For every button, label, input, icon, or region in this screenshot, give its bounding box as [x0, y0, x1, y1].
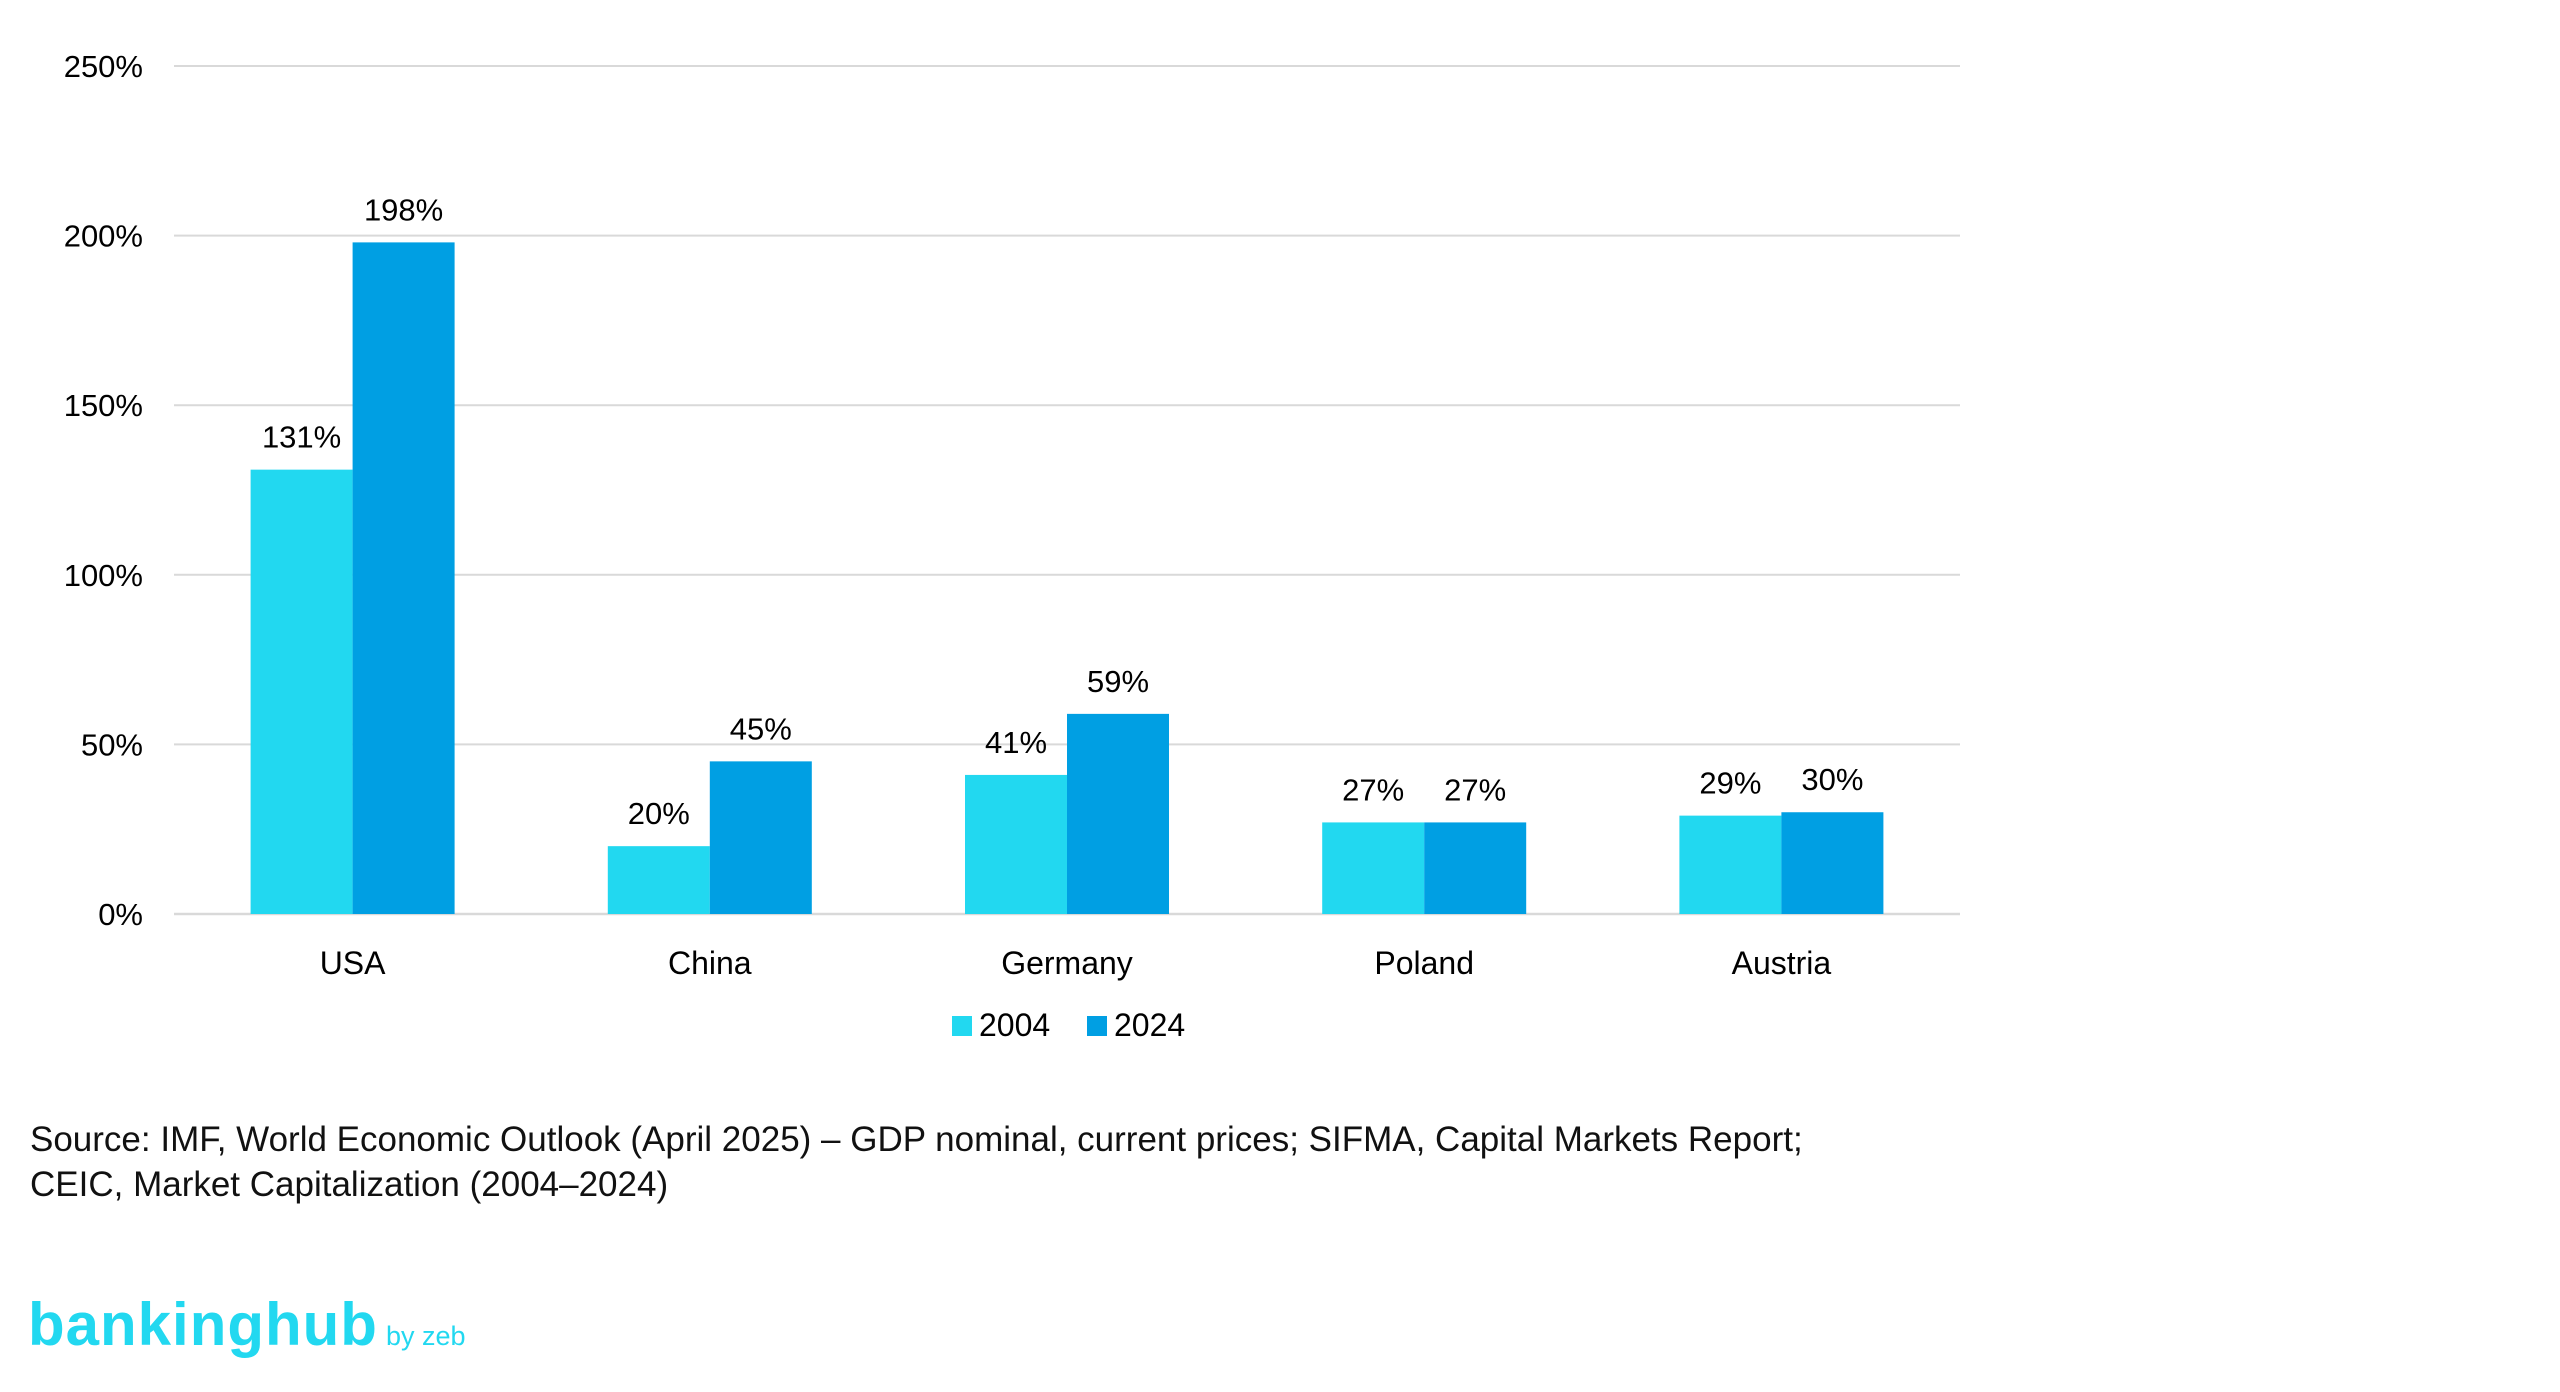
x-category-label: China — [668, 945, 752, 981]
logo-wordmark: bankinghub — [28, 1291, 378, 1358]
data-label: 29% — [1699, 766, 1761, 801]
data-label: 198% — [364, 192, 443, 227]
bar-2004-poland — [1322, 822, 1425, 914]
bars — [250, 242, 1884, 914]
y-tick-label: 200% — [64, 219, 143, 254]
y-tick-label: 150% — [64, 388, 143, 423]
logo-byline: by zeb — [385, 1321, 466, 1351]
source-note: Source: IMF, World Economic Outlook (Apr… — [30, 1117, 2130, 1207]
gridlines — [174, 65, 1960, 916]
x-category-label: USA — [320, 945, 386, 981]
bar-2004-austria — [1679, 815, 1782, 914]
x-category-label: Poland — [1374, 945, 1474, 981]
y-axis-ticks: 0% 50% 100% 150% 200% 250% — [64, 49, 143, 932]
legend-label-2004: 2004 — [979, 1007, 1050, 1043]
data-label: 20% — [628, 796, 690, 831]
data-label: 27% — [1444, 772, 1506, 807]
data-label: 41% — [985, 725, 1047, 760]
y-tick-label: 50% — [81, 727, 143, 762]
bar-2024-germany — [1067, 713, 1169, 914]
bar-2024-poland — [1424, 822, 1527, 914]
source-line-2: CEIC, Market Capitalization (2004–2024) — [30, 1165, 669, 1204]
data-labels: 131% 198% 20% 45% 41% 59% 27% 27% 29% 30% — [262, 192, 1863, 831]
data-label: 131% — [262, 420, 341, 455]
legend-swatch-2004 — [952, 1016, 972, 1036]
x-axis-categories: USA China Germany Poland Austria — [320, 945, 1832, 981]
data-label: 27% — [1342, 772, 1404, 807]
source-line-1: Source: IMF, World Economic Outlook (Apr… — [30, 1120, 1803, 1159]
bar-2004-usa — [250, 469, 353, 914]
x-category-label: Austria — [1732, 945, 1832, 981]
y-tick-label: 100% — [64, 558, 143, 593]
bar-2004-germany — [965, 774, 1067, 914]
y-tick-label: 250% — [64, 49, 143, 84]
data-label: 45% — [730, 711, 792, 746]
bar-2024-china — [709, 761, 812, 914]
bar-2004-china — [607, 846, 710, 914]
legend-swatch-2024 — [1087, 1016, 1107, 1036]
data-label: 59% — [1087, 664, 1149, 699]
bar-2024-usa — [352, 242, 455, 914]
y-tick-label: 0% — [98, 897, 143, 932]
data-label: 30% — [1801, 762, 1863, 797]
bar-chart: 0% 50% 100% 150% 200% 250% 131% 198% 20% 45% 41% 5… — [64, 49, 1960, 1043]
legend: 2004 2024 — [952, 1007, 1185, 1043]
bankinghub-logo: bankinghub by zeb — [28, 1290, 466, 1359]
x-category-label: Germany — [1001, 945, 1133, 981]
bar-2024-austria — [1781, 812, 1884, 914]
legend-label-2024: 2024 — [1114, 1007, 1185, 1043]
